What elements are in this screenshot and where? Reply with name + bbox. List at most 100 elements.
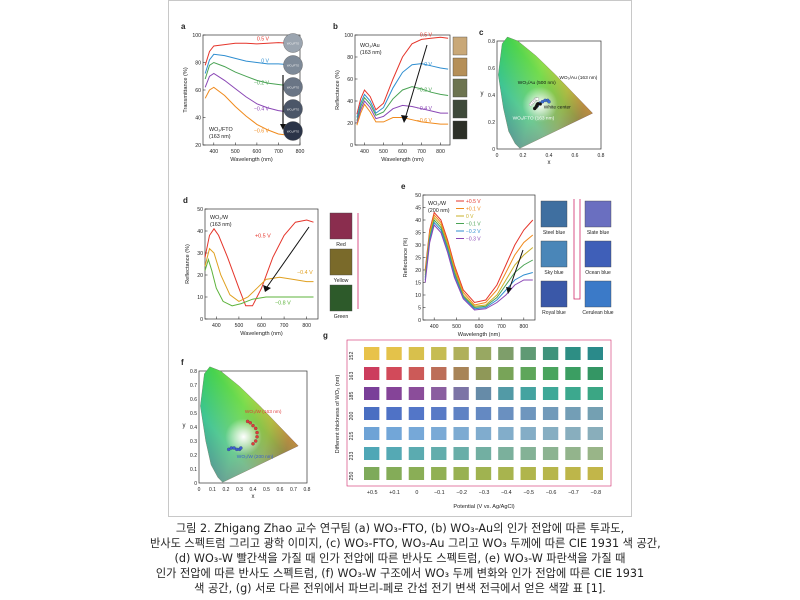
y-tick-label-f: 0.1 — [190, 467, 197, 473]
x-tick-label-b: 400 — [360, 149, 369, 155]
x-tick-label-a: 800 — [296, 149, 305, 155]
heatmap-cell — [453, 387, 469, 400]
trend-arrowhead-d — [263, 285, 271, 292]
y-tick-label-e: 10 — [415, 293, 421, 299]
legend-label-e-4: −0.2 V — [466, 229, 481, 235]
series-line-d-1 — [204, 247, 314, 302]
x-tick-label-d: 600 — [257, 323, 266, 329]
x-tick-label-a: 600 — [253, 149, 262, 155]
x-axis-label-d: Wavelength (nm) — [240, 331, 283, 337]
sample-disc-text-a-4: WO₃/FTO — [287, 129, 300, 133]
heatmap-cell — [453, 467, 469, 480]
y-axis-label-c: y — [481, 91, 484, 97]
heatmap-cell — [386, 467, 402, 480]
heatmap-cell — [498, 347, 514, 360]
heatmap-cell — [498, 447, 514, 460]
caption-line-2: 반사도 스펙트럼 그리고 광학 이미지, (c) WO₃-FTO, WO₃-Au… — [150, 537, 661, 550]
x-tick-label-b: 600 — [398, 149, 407, 155]
sample-disc-a-0 — [283, 33, 303, 53]
x-tick-label-e: 700 — [497, 324, 506, 330]
y-tick-label-b: 60 — [347, 77, 353, 83]
series-line-a-0 — [204, 42, 300, 66]
sample-label-d-2: (163 nm) — [210, 222, 232, 228]
heatmap-cell — [565, 427, 581, 440]
sample-label-a-2: (163 nm) — [209, 134, 231, 140]
sample-swatch-e-2 — [540, 280, 568, 308]
heatmap-cell — [431, 347, 447, 360]
series-label-a-4: −0.6 V — [254, 128, 270, 134]
track-point-f-0 — [253, 426, 258, 431]
heatmap-cell — [408, 367, 425, 380]
y-tick-label-a: 60 — [195, 88, 201, 94]
y-tick-label-a: 80 — [195, 60, 201, 66]
y-tick-label-f: 0.4 — [190, 425, 197, 431]
panel-letter-e: e — [401, 182, 406, 191]
heatmap-cell — [587, 367, 603, 380]
y-tick-label-c: 0 — [492, 147, 495, 153]
sample-disc-a-4 — [283, 121, 303, 141]
heatmap-cell — [475, 467, 492, 480]
series-label-d-0: +0.5 V — [255, 234, 271, 240]
panel-letter-c: c — [479, 28, 484, 37]
sample-disc-a-3 — [283, 99, 303, 119]
swatch-label-e-0: Steel blue — [543, 230, 565, 236]
heatmap-cell — [565, 387, 581, 400]
y-tick-label-d: 10 — [197, 295, 203, 301]
heatmap-frame-g — [346, 339, 612, 487]
heatmap-cell — [364, 447, 380, 460]
series-label-b-2: −0.2 V — [417, 87, 433, 93]
heatmap-cell — [587, 447, 603, 460]
x-tick-label-c: 0.4 — [546, 153, 553, 159]
y-tick-label-d: 50 — [197, 207, 203, 213]
trend-arrow-d — [266, 226, 310, 288]
track-point-f-0 — [251, 423, 255, 428]
swatch-label-d-2: Green — [334, 314, 349, 320]
series-label-a-1: 0 V — [261, 58, 269, 64]
series-label-b-0: 0.5 V — [420, 32, 433, 38]
y-tick-label-f: 0.6 — [190, 397, 197, 403]
sample-label-b-2: (163 nm) — [360, 50, 382, 56]
col-label-g-9: −0.7 — [568, 490, 579, 496]
y-tick-label-e: 5 — [418, 305, 421, 311]
swatch-label-e-1: Sky blue — [544, 270, 563, 276]
heatmap-cell — [475, 447, 492, 460]
col-label-g-8: −0.6 — [546, 490, 557, 496]
heatmap-cell — [453, 347, 469, 360]
caption-line-1: 그림 2. Zhigang Zhao 교수 연구팀 (a) WO₃-FTO, (… — [175, 522, 625, 535]
y-tick-label-f: 0.5 — [190, 411, 197, 417]
y-tick-label-c: 0.6 — [488, 66, 495, 72]
heatmap-cell — [542, 467, 559, 480]
y-tick-label-a: 40 — [195, 115, 201, 121]
sample-label-b: WO₃/Au — [360, 43, 380, 49]
track-point-f-0 — [248, 421, 253, 425]
heatmap-cell — [542, 427, 559, 440]
heatmap-cell — [520, 467, 536, 480]
x-tick-label-f: 0.3 — [236, 487, 243, 493]
heatmap-cell — [453, 427, 469, 440]
heatmap-cell — [520, 447, 536, 460]
swatch-label-e-3: Slate blue — [587, 230, 609, 236]
legend-label-e-0: +0.5 V — [466, 199, 481, 205]
y-tick-label-e: 20 — [415, 268, 421, 274]
x-tick-label-e: 400 — [430, 324, 439, 330]
x-tick-label-c: 0 — [496, 153, 499, 159]
panel-letter-a: a — [181, 22, 186, 31]
sample-swatch-e-3 — [584, 200, 612, 228]
series-line-d-0 — [204, 219, 314, 307]
series-label-a-2: −0.2 V — [254, 80, 270, 86]
x-axis-label-a: Wavelength (nm) — [230, 157, 273, 163]
col-label-g-3: −0.1 — [434, 490, 445, 496]
row-label-g-1: 163 — [349, 372, 355, 381]
heatmap-cell — [565, 467, 581, 480]
x-tick-label-f: 0.4 — [250, 487, 257, 493]
heatmap-cell — [587, 347, 603, 360]
x-tick-label-d: 400 — [212, 323, 221, 329]
col-label-g-0: +0.5 — [367, 490, 378, 496]
panel-letter-d: d — [183, 196, 188, 205]
panel-letter-g: g — [323, 331, 328, 340]
sample-swatch-b-2 — [452, 78, 468, 98]
white-center-dot-c — [538, 102, 542, 106]
sample-disc-a-1 — [283, 55, 303, 75]
x-tick-label-c: 0.8 — [598, 153, 605, 159]
y-tick-label-b: 0 — [350, 143, 353, 149]
